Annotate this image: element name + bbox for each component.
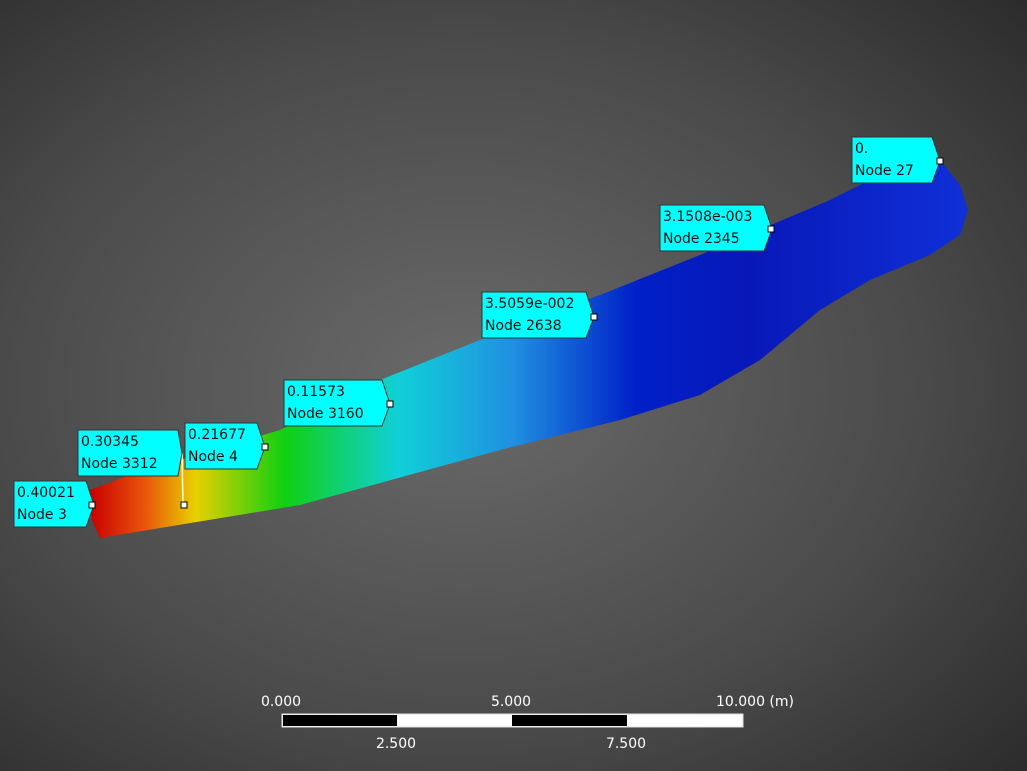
probe-node: Node 3 xyxy=(17,507,67,523)
probe-box xyxy=(851,136,941,184)
probe-box xyxy=(77,429,183,477)
probe-point xyxy=(590,313,598,321)
scale-label: 5.000 xyxy=(491,694,531,710)
probe-node: Node 3312 xyxy=(81,456,158,472)
scale-bar: 0.000 5.000 10.000 (m) 2.500 7.500 xyxy=(261,694,794,752)
probe-point xyxy=(261,443,269,451)
probe-value: 3.5059e-002 xyxy=(485,296,574,312)
probe: 0.11573 Node 3160 xyxy=(283,379,394,427)
scale-bar-segment xyxy=(283,715,397,726)
probe: 3.5059e-002 Node 2638 xyxy=(481,291,598,339)
scale-label: 10.000 (m) xyxy=(716,694,794,710)
probe-value: 0.11573 xyxy=(287,384,345,400)
probe-box xyxy=(659,204,773,252)
probe-point xyxy=(180,501,188,509)
probe-leader xyxy=(181,452,184,506)
probe-box xyxy=(481,291,595,339)
probe-node: Node 4 xyxy=(188,449,238,465)
probe-point xyxy=(88,501,96,509)
scale-label: 7.500 xyxy=(606,736,646,752)
probe-node: Node 3160 xyxy=(287,406,364,422)
probe: 0.30345 Node 3312 xyxy=(77,429,188,509)
probe-box xyxy=(13,480,95,528)
probe-node: Node 2638 xyxy=(485,318,562,334)
probe-value: 3.1508e-003 xyxy=(663,209,752,225)
probe-box xyxy=(283,379,391,427)
probe: 0.40021 Node 3 xyxy=(13,480,96,528)
blade-model xyxy=(90,160,968,538)
probe-point xyxy=(386,400,394,408)
probe-box xyxy=(184,422,266,470)
probe-point xyxy=(936,157,944,165)
probe-value: 0.40021 xyxy=(17,485,75,501)
scale-label: 2.500 xyxy=(376,736,416,752)
probe: 0.21677 Node 4 xyxy=(184,422,269,470)
probe-value: 0.21677 xyxy=(188,427,246,443)
scale-label: 0.000 xyxy=(261,694,301,710)
probe-value: 0. xyxy=(855,141,868,157)
probe-node: Node 27 xyxy=(855,163,914,179)
probe-point xyxy=(767,225,775,233)
scale-bar-segment xyxy=(512,715,627,726)
probe-node: Node 2345 xyxy=(663,231,740,247)
probe-value: 0.30345 xyxy=(81,434,139,450)
probe: 0. Node 27 xyxy=(851,136,944,184)
probe: 3.1508e-003 Node 2345 xyxy=(659,204,775,252)
probe-labels: 0.40021 Node 3 0.30345 Node 3312 0.21677 Node… xyxy=(13,136,944,528)
